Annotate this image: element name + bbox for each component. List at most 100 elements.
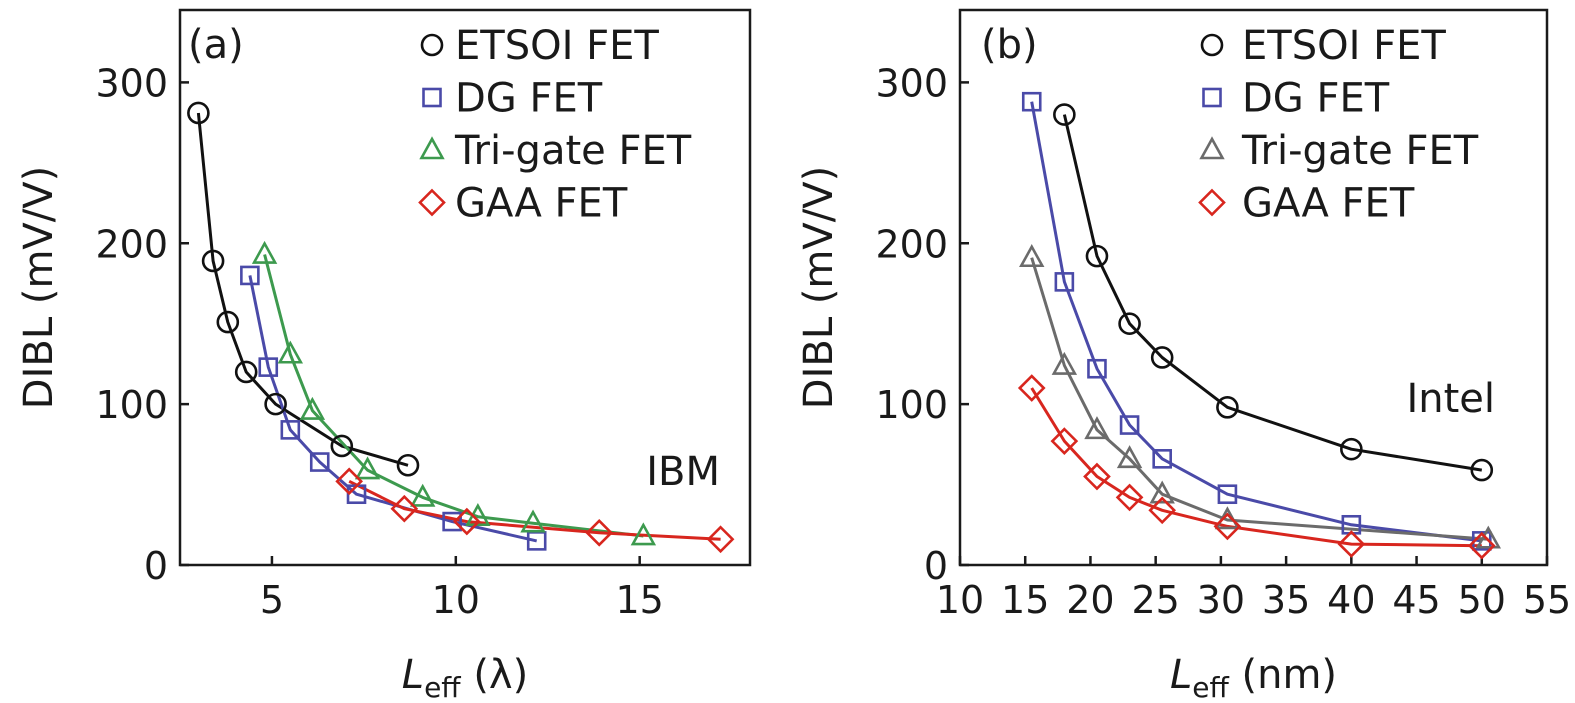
x-axis-label: Leff (nm) [1170, 652, 1337, 703]
y-tick-label: 0 [924, 544, 948, 588]
data-point-tri-gate-fet [1019, 244, 1045, 268]
x-axis-label: Leff (λ) [402, 652, 528, 703]
data-point-gaa-fet [1213, 512, 1242, 541]
legend-marker-dg-fet [1202, 87, 1222, 108]
x-axis-label-space [461, 652, 474, 698]
x-tick-label: 35 [1262, 578, 1310, 622]
data-point-etsoi-fet [1118, 312, 1141, 335]
legend-marker-etsoi-fet [420, 33, 444, 57]
chart-panel-a: 5 10 15 0 100 200 300 Leff (λ) DIBL (mV/V) (a) IBM… [16, 8, 752, 703]
vendor-annotation: IBM [646, 449, 720, 495]
series-line-gaa-fet [348, 479, 721, 541]
y-axis-label: DIBL (mV/V) [796, 166, 842, 409]
series-line-tri-gate-fet [263, 254, 644, 538]
panel-label: (a) [188, 22, 244, 68]
x-tick-label: 10 [936, 578, 984, 622]
data-point-tri-gate-fet [1051, 351, 1078, 375]
data-point-etsoi-fet [264, 392, 287, 416]
data-point-etsoi-fet [234, 360, 258, 384]
chart-panel-b: 10 15 20 25 30 35 40 45 50 55 0 100 200 300 Leff (nm) D… [796, 8, 1571, 703]
series-line-etsoi-fet [1062, 114, 1483, 472]
x-axis-label-sub: eff [424, 671, 461, 703]
plot-frame [958, 8, 1549, 567]
data-point-tri-gate-fet [299, 396, 326, 420]
x-tick-label: 45 [1392, 578, 1440, 622]
data-point-gaa-fet [1083, 462, 1111, 491]
data-point-gaa-fet [1467, 531, 1496, 560]
data-point-etsoi-fet [1216, 396, 1239, 419]
data-point-gaa-fet [1115, 483, 1144, 512]
x-tick-label: 30 [1197, 578, 1245, 622]
y-axis-label: DIBL (mV/V) [16, 166, 62, 409]
data-point-gaa-fet [706, 525, 735, 554]
data-point-tri-gate-fet [1475, 525, 1502, 549]
x-tick-label: 40 [1327, 578, 1375, 622]
data-point-tri-gate-fet [1116, 445, 1143, 469]
data-point-dg-fet [309, 452, 330, 472]
data-point-dg-fet [1054, 272, 1075, 292]
data-point-etsoi-fet [1340, 437, 1363, 461]
legend-label-dg-fet: DG FET [455, 76, 603, 122]
x-tick-label: 55 [1523, 578, 1571, 622]
data-point-tri-gate-fet [630, 522, 657, 546]
data-point-tri-gate-fet [1084, 416, 1110, 440]
data-point-etsoi-fet [1085, 244, 1109, 268]
data-point-etsoi-fet [330, 434, 354, 458]
data-point-tri-gate-fet [1149, 480, 1175, 504]
data-point-dg-fet [240, 265, 260, 286]
vendor-annotation: Intel [1406, 376, 1495, 422]
x-axis-label-sub: eff [1192, 671, 1229, 703]
data-point-tri-gate-fet [520, 509, 546, 533]
plot-frame [178, 8, 752, 567]
legend-marker-tri-gate-fet [419, 136, 445, 160]
data-point-gaa-fet [1337, 530, 1366, 558]
data-point-dg-fet [1217, 484, 1238, 505]
y-tick-label: 300 [875, 61, 948, 105]
x-tick-label: 50 [1458, 578, 1506, 622]
legend-label-etsoi-fet: ETSOI FET [455, 23, 659, 69]
data-point-gaa-fet [1017, 374, 1046, 402]
data-point-etsoi-fet [1053, 103, 1076, 126]
y-tick-label: 200 [95, 222, 168, 266]
legend-marker-gaa-fet [418, 188, 446, 217]
data-point-etsoi-fet [1470, 458, 1494, 482]
y-tick-label: 0 [144, 544, 168, 588]
x-tick-label: 20 [1066, 578, 1114, 622]
data-point-etsoi-fet [1150, 346, 1174, 369]
y-tick-label: 300 [95, 61, 168, 105]
legend-marker-gaa-fet [1198, 188, 1226, 217]
legend-label-gaa-fet: GAA FET [1242, 181, 1415, 227]
panel-label: (b) [981, 22, 1038, 68]
data-point-tri-gate-fet [277, 340, 304, 364]
data-point-gaa-fet [585, 518, 614, 547]
legend-label-tri-gate-fet: Tri-gate FET [454, 128, 692, 174]
x-tick-label: 10 [432, 578, 480, 622]
data-point-tri-gate-fet [410, 483, 436, 507]
data-point-etsoi-fet [396, 453, 420, 477]
y-tick-label: 100 [95, 383, 168, 427]
legend-label-etsoi-fet: ETSOI FET [1242, 23, 1446, 69]
x-tick-label: 5 [260, 578, 284, 622]
x-axis-label-main: L [1170, 652, 1192, 698]
data-point-dg-fet [1087, 358, 1107, 379]
x-axis-label-unit: (nm) [1242, 652, 1338, 698]
data-point-dg-fet [258, 357, 279, 377]
x-tick-label: 15 [615, 578, 663, 622]
x-axis-label-main: L [402, 652, 424, 698]
legend-marker-dg-fet [422, 87, 442, 108]
data-point-dg-fet [442, 511, 462, 532]
data-point-gaa-fet [335, 467, 363, 496]
data-point-etsoi-fet [187, 101, 210, 125]
data-point-tri-gate-fet [251, 240, 278, 264]
legend-label-dg-fet: DG FET [1242, 76, 1390, 122]
data-point-gaa-fet [1148, 496, 1177, 525]
x-axis-label-space [1229, 652, 1242, 698]
legend-marker-tri-gate-fet [1199, 136, 1225, 160]
x-tick-label: 25 [1131, 578, 1179, 622]
data-point-etsoi-fet [216, 310, 240, 334]
data-point-etsoi-fet [201, 249, 225, 273]
data-point-gaa-fet [1050, 427, 1079, 455]
y-tick-label: 100 [875, 383, 948, 427]
legend-label-gaa-fet: GAA FET [455, 181, 628, 227]
